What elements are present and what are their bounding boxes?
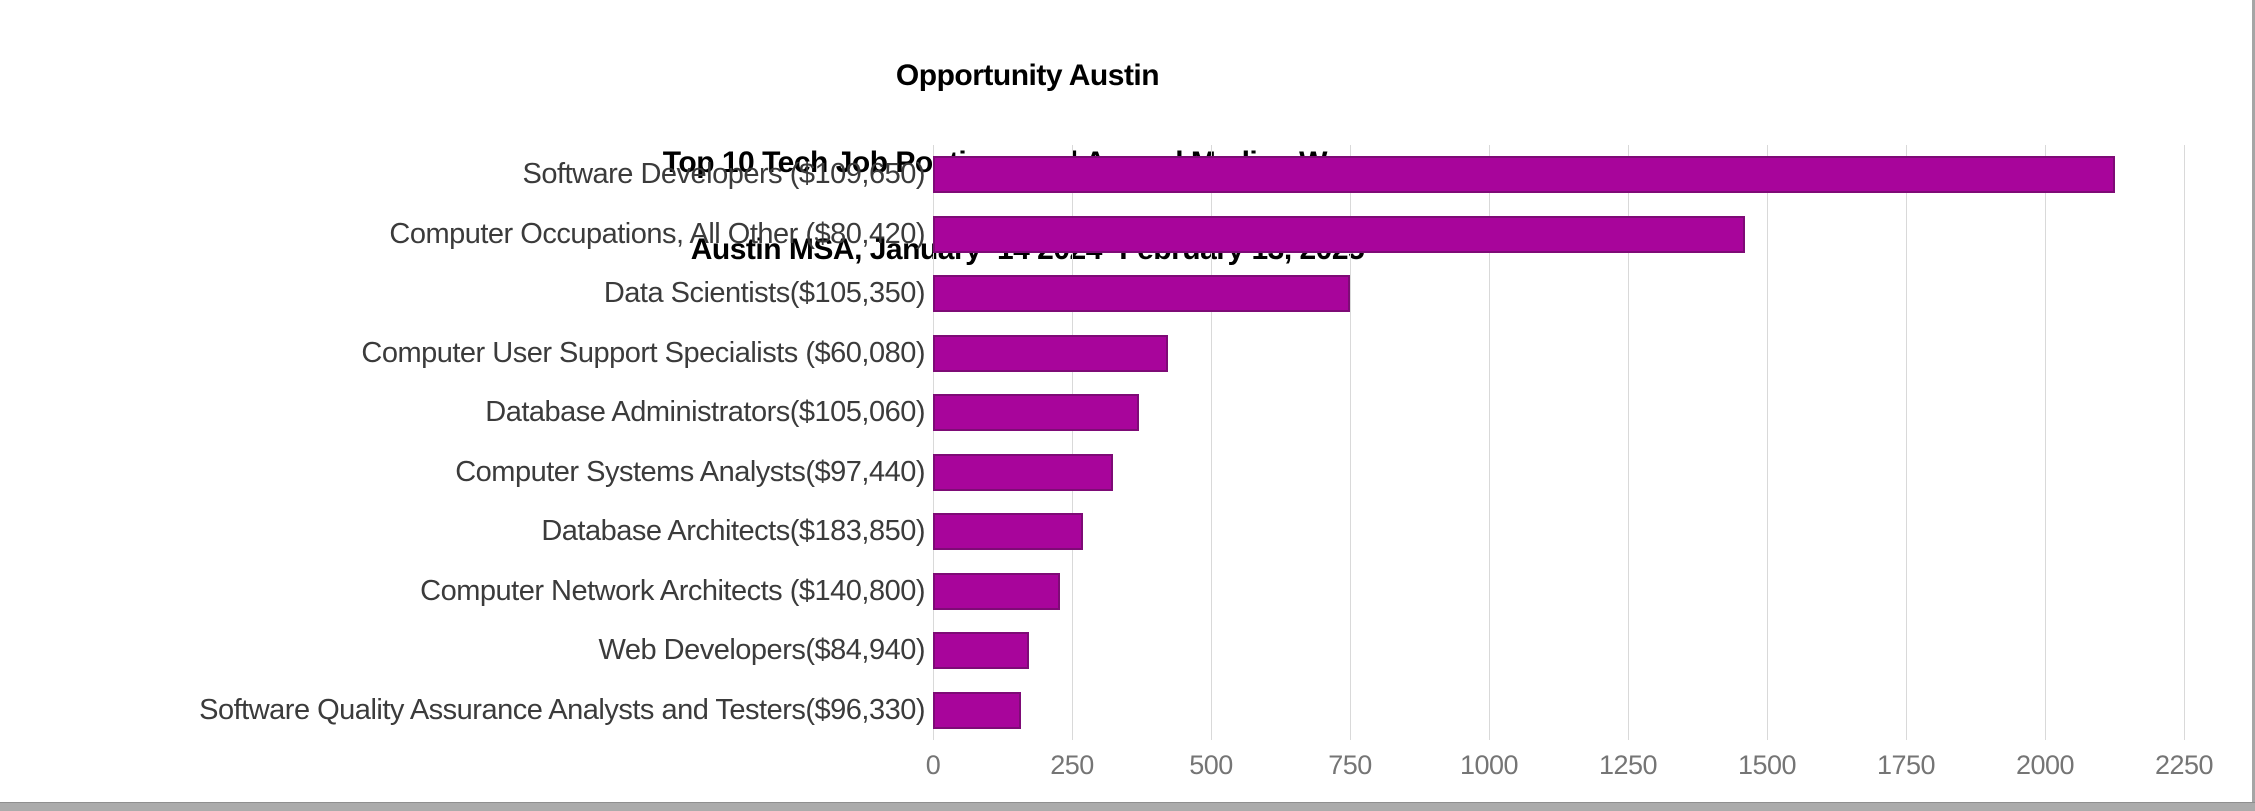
x-tick-label: 2000 <box>2015 750 2075 780</box>
bar-9 <box>933 632 1029 670</box>
x-tick-label: 0 <box>925 750 941 780</box>
gridline <box>1350 145 1351 740</box>
category-label: Software Quality Assurance Analysts and … <box>199 693 925 726</box>
gridline <box>1628 145 1629 740</box>
category-label: Database Administrators($105,060) <box>485 396 925 429</box>
bar-6 <box>933 453 1114 491</box>
x-tick-label: 1000 <box>1459 750 1519 780</box>
gridline <box>1489 145 1490 740</box>
bar-3 <box>933 275 1350 313</box>
bar-row <box>933 562 2251 622</box>
bar-4 <box>933 334 1169 372</box>
bar-row <box>933 324 2251 384</box>
category-label: Computer Systems Analysts($97,440) <box>455 455 925 488</box>
bar-series <box>933 145 2251 740</box>
gridline <box>1767 145 1768 740</box>
x-tick-label: 2250 <box>2154 750 2214 780</box>
chart-title-line-1: Opportunity Austin <box>895 59 1160 92</box>
x-tick-label: 500 <box>1189 750 1233 780</box>
gridline <box>933 145 934 740</box>
bar-1 <box>933 156 2115 194</box>
gridline <box>2184 145 2185 740</box>
gridline <box>1211 145 1212 740</box>
bar-row <box>933 205 2251 265</box>
gridline <box>2045 145 2046 740</box>
bar-row <box>933 145 2251 205</box>
bar-10 <box>933 691 1021 729</box>
category-label: Computer Occupations, All Other ($80,420… <box>389 217 925 250</box>
category-axis-labels: Software Developers ($109,650) Computer O… <box>0 145 925 740</box>
category-label: Data Scientists($105,350) <box>603 277 926 310</box>
x-tick-label: 1750 <box>1876 750 1936 780</box>
x-tick-label: 250 <box>1050 750 1094 780</box>
bar-row <box>933 443 2251 503</box>
gridline <box>1072 145 1073 740</box>
screenshot-right-edge <box>2252 0 2255 811</box>
x-axis: 0 250 500 750 1000 1250 1500 1750 2000 2250 <box>926 750 2251 786</box>
bar-row <box>933 502 2251 562</box>
x-tick-label: 1250 <box>1598 750 1658 780</box>
bar-5 <box>933 394 1140 432</box>
category-label: Web Developers($84,940) <box>598 634 926 667</box>
x-tick-label: 750 <box>1328 750 1372 780</box>
screenshot-bottom-edge <box>0 802 2255 811</box>
category-label: Software Developers ($109,650) <box>522 158 925 191</box>
category-label: Database Architects($183,850) <box>541 515 925 548</box>
bar-8 <box>933 572 1060 610</box>
gridline <box>1906 145 1907 740</box>
bar-row <box>933 383 2251 443</box>
plot-area <box>933 145 2251 740</box>
category-label: Computer Network Architects ($140,800) <box>420 574 925 607</box>
category-label: Computer User Support Specialists ($60,0… <box>361 336 925 369</box>
bar-row <box>933 264 2251 324</box>
bar-row <box>933 621 2251 681</box>
bar-2 <box>933 215 1745 253</box>
x-tick-label: 1500 <box>1737 750 1797 780</box>
bar-row <box>933 681 2251 741</box>
bar-7 <box>933 513 1083 551</box>
